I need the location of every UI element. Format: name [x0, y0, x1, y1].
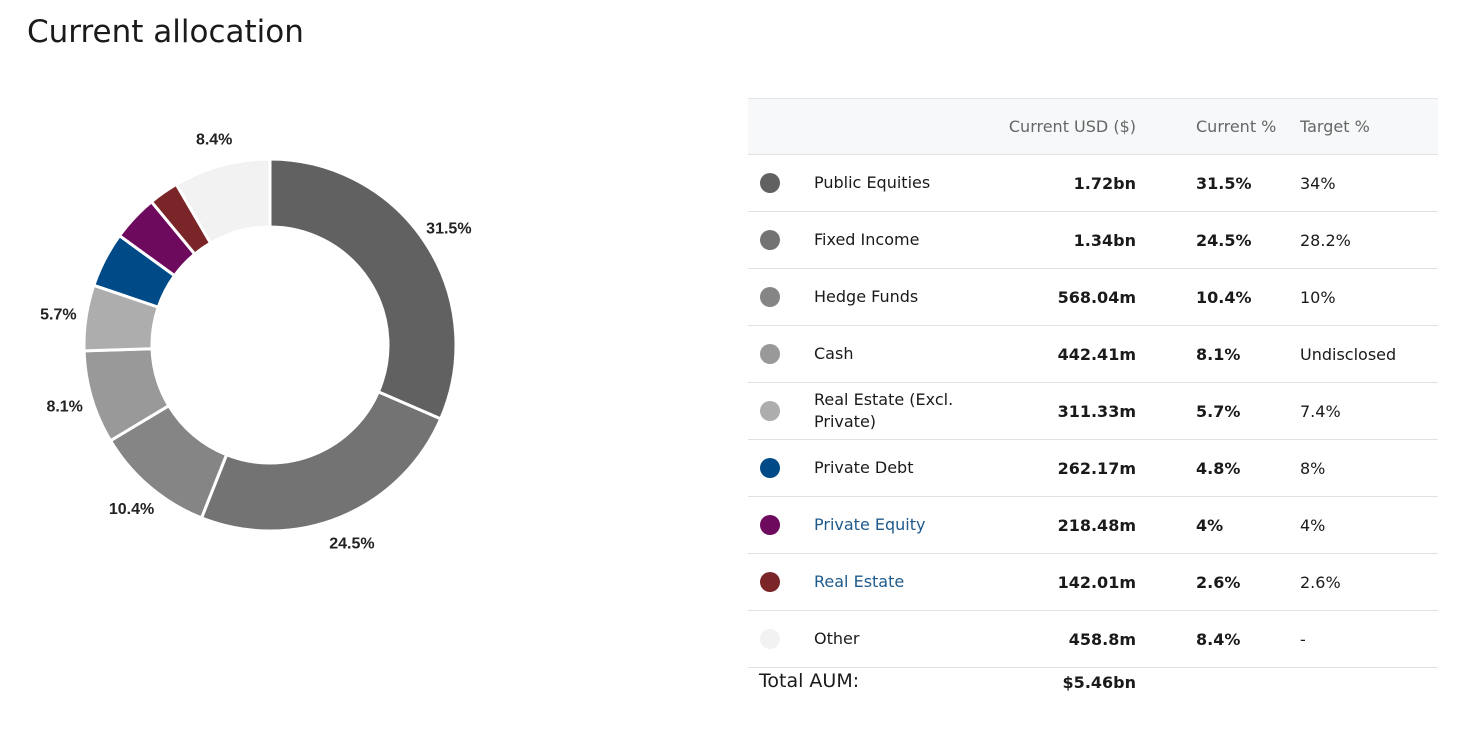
current-percent-value: 24.5% [1196, 230, 1252, 250]
asset-class-link[interactable]: Private Equity [814, 515, 926, 534]
current-usd-value: 218.48m [1057, 515, 1136, 535]
table-row: Real Estate 142.01m 2.6% 2.6% [748, 553, 1438, 611]
target-percent-value: 4% [1300, 515, 1326, 535]
header-current-percent: Current % [1196, 117, 1277, 136]
legend-cell [748, 611, 814, 668]
current-usd-value: 311.33m [1057, 401, 1136, 421]
donut-slice-public-equities[interactable] [268, 157, 458, 421]
asset-class-name: Real Estate (Excl. Private) [814, 390, 954, 431]
current-percent-value: 31.5% [1196, 173, 1252, 193]
current-percent-value: 8.1% [1196, 344, 1241, 364]
legend-cell [748, 497, 814, 554]
donut-data-label: 5.7% [40, 307, 76, 324]
current-percent-value: 4.8% [1196, 458, 1241, 478]
legend-dot [760, 629, 780, 650]
legend-dot [760, 173, 780, 194]
page-title: Current allocation [27, 14, 304, 50]
asset-class-name: Public Equities [814, 173, 931, 192]
target-percent-value: - [1300, 629, 1306, 649]
table-row: Real Estate (Excl. Private) 311.33m 5.7% 7.… [748, 382, 1438, 440]
target-percent-value: 34% [1300, 173, 1336, 193]
table-row: Cash 442.41m 8.1% Undisclosed [748, 325, 1438, 383]
asset-class-name: Other [814, 629, 860, 648]
legend-dot [760, 344, 780, 365]
allocation-table: Current USD ($) Current % Target % Publi… [748, 98, 1438, 668]
legend-cell [748, 155, 814, 212]
table-row: Other 458.8m 8.4% - [748, 610, 1438, 668]
allocation-donut-chart: 31.5% 24.5% 10.4% 8.1% 5.7% 8.4% [40, 131, 471, 553]
current-percent-value: 10.4% [1196, 287, 1252, 307]
legend-cell [748, 269, 814, 326]
current-percent-value: 2.6% [1196, 572, 1241, 592]
table-row: Private Debt 262.17m 4.8% 8% [748, 439, 1438, 497]
donut-data-label: 8.1% [46, 398, 82, 415]
header-current-usd: Current USD ($) [1008, 117, 1136, 136]
current-usd-value: 142.01m [1057, 572, 1136, 592]
current-percent-value: 5.7% [1196, 401, 1241, 421]
donut-slice-other[interactable] [174, 157, 272, 246]
legend-dot [760, 230, 780, 251]
donut-slice-fixed-income[interactable] [199, 389, 443, 533]
target-percent-value: Undisclosed [1300, 344, 1397, 364]
legend-cell [748, 212, 814, 269]
current-usd-value: 458.8m [1068, 629, 1136, 649]
table-row: Hedge Funds 568.04m 10.4% 10% [748, 268, 1438, 326]
asset-class-name: Fixed Income [814, 230, 920, 249]
table-header-row: Current USD ($) Current % Target % [748, 98, 1438, 155]
current-usd-value: 1.72bn [1073, 173, 1136, 193]
legend-dot [760, 401, 780, 422]
legend-dot [760, 287, 780, 308]
target-percent-value: 8% [1300, 458, 1326, 478]
total-aum-label: Total AUM: [759, 670, 860, 692]
target-percent-value: 28.2% [1300, 230, 1351, 250]
header-color-column [748, 99, 814, 155]
asset-class-name: Private Debt [814, 458, 914, 477]
target-percent-value: 7.4% [1300, 401, 1341, 421]
target-percent-value: 2.6% [1300, 572, 1341, 592]
table-row: Fixed Income 1.34bn 24.5% 28.2% [748, 211, 1438, 269]
donut-data-label: 24.5% [329, 536, 374, 553]
legend-dot [760, 515, 780, 536]
current-usd-value: 1.34bn [1073, 230, 1136, 250]
legend-cell [748, 554, 814, 611]
current-usd-value: 568.04m [1057, 287, 1136, 307]
header-target-percent: Target % [1300, 117, 1370, 136]
donut-data-label: 8.4% [196, 131, 232, 148]
legend-cell [748, 326, 814, 383]
current-percent-value: 4% [1196, 515, 1224, 535]
total-aum-value: $5.46bn [1062, 673, 1136, 692]
asset-class-name: Cash [814, 344, 854, 363]
target-percent-value: 10% [1300, 287, 1336, 307]
header-name-column [814, 99, 984, 155]
legend-dot [760, 458, 780, 479]
table-row: Public Equities 1.72bn 31.5% 34% [748, 154, 1438, 212]
donut-data-label: 31.5% [426, 221, 471, 238]
legend-dot [760, 572, 780, 593]
current-usd-value: 262.17m [1057, 458, 1136, 478]
legend-cell [748, 440, 814, 497]
legend-cell [748, 383, 814, 440]
current-percent-value: 8.4% [1196, 629, 1241, 649]
asset-class-name: Hedge Funds [814, 287, 919, 306]
current-usd-value: 442.41m [1057, 344, 1136, 364]
donut-data-label: 10.4% [109, 501, 154, 518]
asset-class-link[interactable]: Real Estate [814, 572, 905, 591]
table-row: Private Equity 218.48m 4% 4% [748, 496, 1438, 554]
